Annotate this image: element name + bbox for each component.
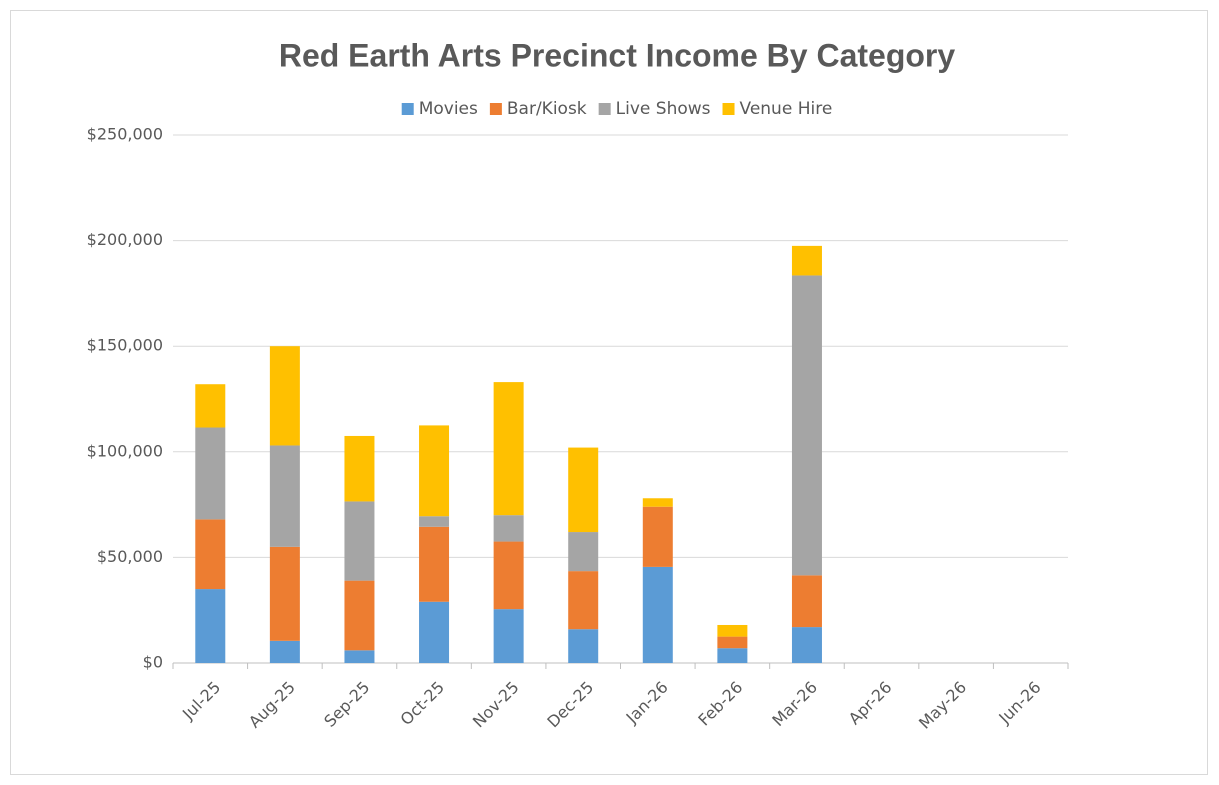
legend-swatch xyxy=(489,103,502,115)
bar-segment xyxy=(195,384,226,428)
bar-segment xyxy=(269,445,300,547)
legend-label: Live Shows xyxy=(616,99,711,119)
bar-segment xyxy=(493,541,524,610)
bar-segment xyxy=(791,575,822,628)
bar-segment xyxy=(344,435,375,502)
bar-segment xyxy=(493,609,524,663)
bar-segment xyxy=(195,427,226,520)
bar-segment xyxy=(419,526,450,602)
bar-segment xyxy=(568,447,599,533)
bar-segment xyxy=(419,516,450,527)
legend-label: Bar/Kiosk xyxy=(507,99,587,119)
legend-label: Movies xyxy=(419,99,478,119)
bar-segment xyxy=(717,624,748,637)
bar-segment xyxy=(642,506,673,567)
bar-segment xyxy=(568,571,599,630)
bar-segment xyxy=(419,601,450,663)
y-tick-label: $250,000 xyxy=(87,125,163,144)
bar-segment xyxy=(344,580,375,651)
chart-title: Red Earth Arts Precinct Income By Catego… xyxy=(279,37,956,73)
legend-label: Venue Hire xyxy=(740,99,833,119)
y-tick-label: $150,000 xyxy=(87,336,163,355)
bar-segment xyxy=(269,346,300,446)
bar-segment xyxy=(568,629,599,663)
bar-segment xyxy=(493,515,524,542)
bar-segment xyxy=(493,382,524,516)
bar-segment xyxy=(791,245,822,276)
y-tick-label: $0 xyxy=(143,653,163,672)
y-tick-label: $200,000 xyxy=(87,230,163,249)
bar-segment xyxy=(568,532,599,572)
legend: Movies Bar/Kiosk Live Shows Venue Hire xyxy=(401,99,833,119)
bar-segment xyxy=(269,546,300,641)
bar-segment xyxy=(344,650,375,663)
bar-segment xyxy=(642,566,673,663)
bar-segment xyxy=(419,425,450,517)
legend-swatch xyxy=(401,103,414,115)
bar-segment xyxy=(791,275,822,576)
y-tick-label: $50,000 xyxy=(97,547,163,566)
legend-swatch xyxy=(722,103,735,115)
bar-segment xyxy=(717,648,748,663)
bar-segment xyxy=(269,640,300,663)
y-tick-label: $100,000 xyxy=(87,441,163,460)
legend-swatch xyxy=(598,103,611,115)
bar-segment xyxy=(195,589,226,663)
chart-border xyxy=(10,10,1208,775)
bar-segment xyxy=(642,498,673,507)
bar-segment xyxy=(195,519,226,590)
bar-segment xyxy=(344,501,375,581)
bar-segment xyxy=(791,627,822,663)
bar-segment xyxy=(717,636,748,649)
